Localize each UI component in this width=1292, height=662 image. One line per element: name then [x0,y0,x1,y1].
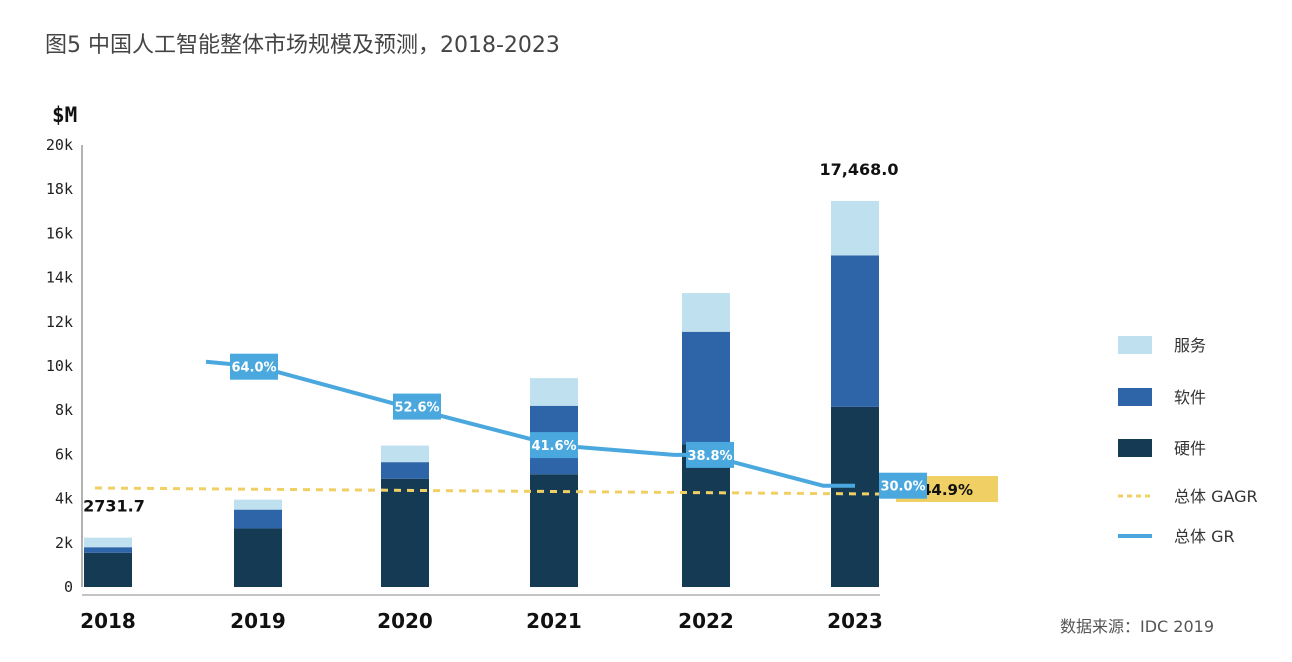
y-axis-unit: $M [52,103,77,127]
y-tick-label: 4k [55,490,73,508]
growth-rate-marker [230,353,278,380]
legend-label: 软件 [1174,388,1206,407]
bar-segment [831,200,879,256]
growth-rate-label: 41.6% [531,439,576,454]
bar-segment [234,528,282,587]
growth-rate-path [205,359,855,488]
legend-label: 服务 [1174,336,1206,355]
growth-rate-marker [686,441,734,468]
bar-segment [381,445,429,463]
y-tick-label: 20k [46,136,73,154]
y-tick-label: 10k [46,357,73,375]
bar-segment [234,509,282,529]
growth-rate-label: 38.8% [687,449,732,464]
bar-segment [381,478,429,587]
growth-rate-label: 64.0% [231,361,276,376]
legend-label: 硬件 [1174,439,1206,458]
bar-segment [530,378,578,406]
growth-rate-line: 64.0% 52.6% 41.6% 38.8% 30.0% [205,353,927,499]
cagr-label: 44.9% [921,481,973,499]
legend-swatch [1118,439,1152,457]
growth-rate-label: 52.6% [394,401,439,416]
growth-rate-marker [879,472,927,499]
y-tick-label: 16k [46,224,73,242]
x-tick-label: 2019 [230,609,286,633]
y-tick-label: 8k [55,401,73,419]
bar-segment [682,444,730,587]
bar-segment [831,406,879,587]
bar-segment [84,547,132,553]
legend-label: 总体 GAGR [1174,487,1258,506]
bar-segment [682,293,730,332]
growth-rate-marker [393,393,441,420]
legend-label: 总体 GR [1174,527,1235,546]
x-tick-label: 2022 [678,609,734,633]
y-tick-label: 6k [55,445,73,463]
growth-rate-marker [530,432,578,459]
y-tick-label: 2k [55,534,73,552]
bar-segment [682,331,730,445]
legend-swatch [1118,336,1152,354]
bar-segment [84,552,132,587]
x-tick-label: 2023 [827,609,883,633]
y-tick-label: 0 [64,578,73,596]
bar-segment [381,462,429,479]
y-tick-label: 12k [46,313,73,331]
data-source: 数据来源：IDC 2019 [1060,617,1214,636]
data-labels: 2731.7 17,468.0 [83,160,898,516]
x-tick-label: 2020 [377,609,433,633]
bar-segment [234,499,282,510]
chart-title: 图5 中国人工智能整体市场规模及预测，2018-2023 [45,33,560,58]
bar-segment [84,537,132,548]
y-tick-label: 14k [46,269,73,287]
y-axis: 0 2k 4k 6k 8k 10k 12k 14k 16k 18k 20k [46,136,880,596]
bars: 2018 2019 2020 2021 2022 2023 [80,200,883,633]
cagr-dashed-line [94,486,881,496]
growth-rate-label: 30.0% [880,480,925,495]
x-tick-label: 2021 [526,609,582,633]
bar-segment [831,255,879,407]
bar-segment [530,474,578,587]
x-tick-label: 2018 [80,609,136,633]
total-label: 17,468.0 [820,160,899,179]
y-tick-label: 18k [46,180,73,198]
total-label: 2731.7 [83,497,145,516]
legend-swatch [1118,388,1152,406]
